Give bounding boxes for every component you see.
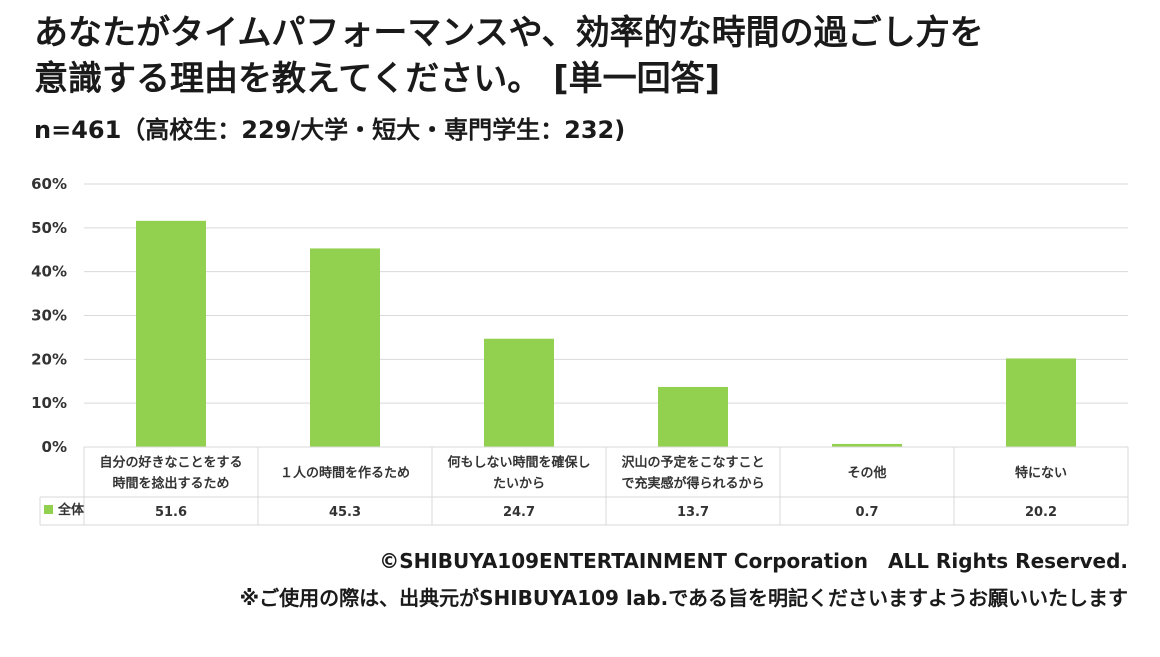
category-label: 特にない	[1015, 465, 1067, 481]
y-tick-label: 60%	[31, 175, 67, 193]
data-label: 20.2	[1025, 505, 1057, 520]
legend-series-name: 全体	[57, 502, 85, 518]
copyright-text: ©SHIBUYA109ENTERTAINMENT Corporation ALL…	[379, 549, 1128, 573]
sample-size-note: n=461（高校生：229/大学・短大・専門学生：232)	[34, 116, 626, 144]
y-tick-label: 0%	[42, 438, 67, 456]
category-label: 自分の好きなことをする	[99, 455, 242, 471]
category-label: １人の時間を作るため	[280, 465, 410, 481]
bar	[136, 220, 206, 447]
y-tick-label: 20%	[31, 350, 67, 368]
category-label: 時間を捻出するため	[112, 476, 229, 492]
category-label: その他	[847, 465, 886, 481]
y-tick-label: 50%	[31, 219, 67, 237]
y-tick-label: 10%	[31, 394, 67, 412]
data-label: 0.7	[855, 505, 878, 520]
data-label: 13.7	[677, 505, 709, 520]
usage-notice: ※ご使用の際は、出典元がSHIBUYA109 lab.である旨を明記くださいます…	[239, 586, 1128, 610]
category-label: 沢山の予定をこなすこと	[621, 455, 764, 471]
bar	[1006, 358, 1076, 447]
y-tick-label: 40%	[31, 263, 67, 281]
category-label: たいから	[493, 477, 545, 492]
category-label: で充実感が得られるから	[621, 476, 764, 492]
chart-title: あなたがタイムパフォーマンスや、効率的な時間の過ごし方を 意識する理由を教えてく…	[34, 13, 984, 99]
category-label: 何もしない時間を確保し	[447, 455, 590, 471]
data-label: 51.6	[155, 505, 187, 520]
data-label: 45.3	[329, 505, 361, 520]
y-tick-label: 30%	[31, 307, 67, 325]
data-label: 24.7	[503, 505, 535, 520]
legend-key	[44, 505, 53, 514]
bar	[832, 443, 902, 447]
bar	[484, 338, 554, 447]
bar	[658, 386, 728, 447]
bar	[310, 248, 380, 447]
